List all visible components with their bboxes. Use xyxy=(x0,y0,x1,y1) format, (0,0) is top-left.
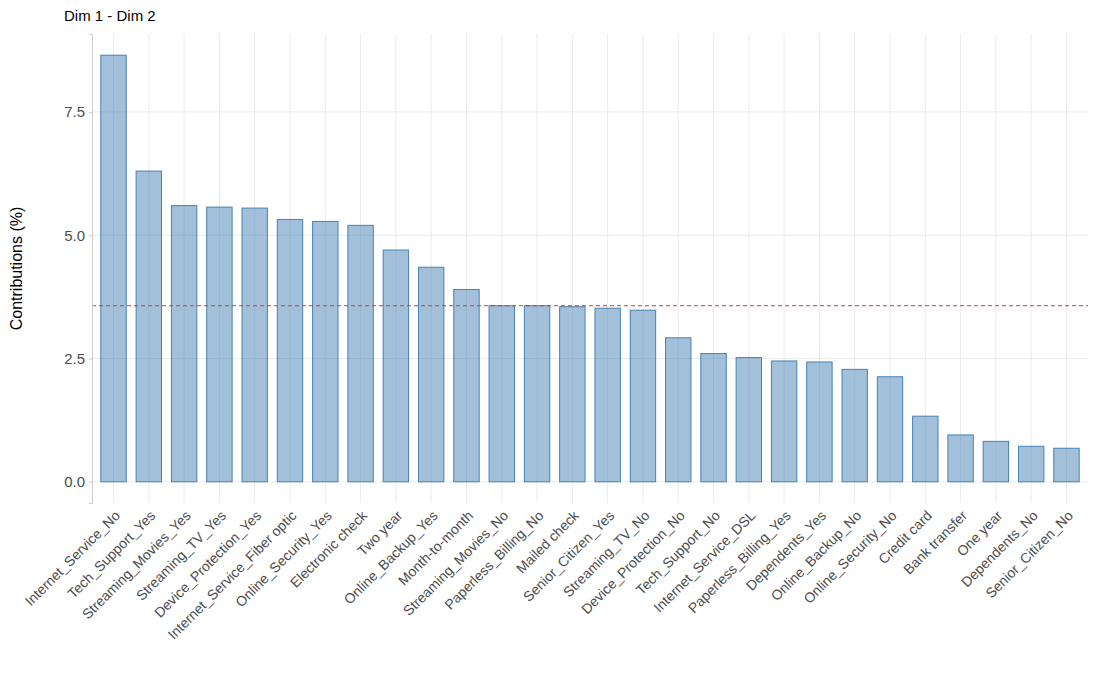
bar xyxy=(313,221,338,481)
y-tick-label: 5.0 xyxy=(64,227,85,244)
bar xyxy=(736,358,761,482)
x-grid-line xyxy=(1066,34,1067,503)
x-axis: Internet_Service_NoTech_Support_YesStrea… xyxy=(22,503,1089,642)
bar xyxy=(983,441,1008,481)
background xyxy=(0,0,1100,700)
x-tick: Senior_Citizen_No xyxy=(982,503,1076,601)
bar xyxy=(877,377,902,482)
reference-line xyxy=(92,305,1088,306)
bar xyxy=(454,289,479,481)
y-tick-label: 0.0 xyxy=(64,473,85,490)
y-tick: 0.0 xyxy=(64,473,92,490)
y-tick: 7.5 xyxy=(64,103,92,120)
bar xyxy=(666,338,691,482)
y-grid-line xyxy=(92,235,1088,236)
y-axis-title: Contributions (%) xyxy=(8,207,25,331)
y-tick-mark xyxy=(89,482,92,483)
bar xyxy=(1018,446,1043,482)
y-tick: 2.5 xyxy=(64,350,92,367)
bar xyxy=(807,362,832,482)
bar xyxy=(560,307,585,482)
bar xyxy=(207,207,232,482)
bar xyxy=(418,267,443,482)
title: Dim 1 - Dim 2 xyxy=(64,7,156,24)
bar xyxy=(171,206,196,482)
bar xyxy=(277,219,302,481)
grid xyxy=(92,34,1088,503)
bar xyxy=(383,250,408,482)
y-grid-line xyxy=(92,358,1088,359)
bar xyxy=(348,225,373,481)
x-tick-label: Senior_Citizen_No xyxy=(982,507,1076,601)
bar xyxy=(136,171,161,482)
bar xyxy=(101,55,126,482)
y-tick-mark xyxy=(89,359,92,360)
bar xyxy=(1054,448,1079,482)
bar xyxy=(771,361,796,482)
x-axis-line xyxy=(93,503,1089,504)
x-grid-line xyxy=(995,34,996,503)
y-tick: 5.0 xyxy=(64,227,92,244)
bar xyxy=(595,308,620,482)
bar xyxy=(242,208,267,482)
bars xyxy=(92,55,1088,482)
y-tick-label: 2.5 xyxy=(64,350,85,367)
bar xyxy=(489,306,514,482)
y-axis: 0.0 2.5 5.0 7.5 xyxy=(64,35,92,504)
bar xyxy=(524,306,549,482)
bar xyxy=(913,416,938,482)
y-tick-label: 7.5 xyxy=(64,103,85,120)
y-grid-line xyxy=(92,111,1088,112)
bar xyxy=(948,435,973,482)
bar xyxy=(630,310,655,482)
y-axis-line xyxy=(89,35,93,504)
chart: 0.0 2.5 5.0 7.5 Internet_Service_NoTech_Supp… xyxy=(0,0,1100,700)
y-tick-mark xyxy=(89,112,92,113)
bar xyxy=(701,354,726,482)
x-grid-line xyxy=(1031,34,1032,503)
x-tick-label: Internet_Service_Fiber optic xyxy=(164,507,299,642)
bar xyxy=(842,369,867,481)
y-grid-line xyxy=(92,481,1088,482)
x-grid-line xyxy=(960,34,961,503)
y-tick-mark xyxy=(89,235,92,236)
